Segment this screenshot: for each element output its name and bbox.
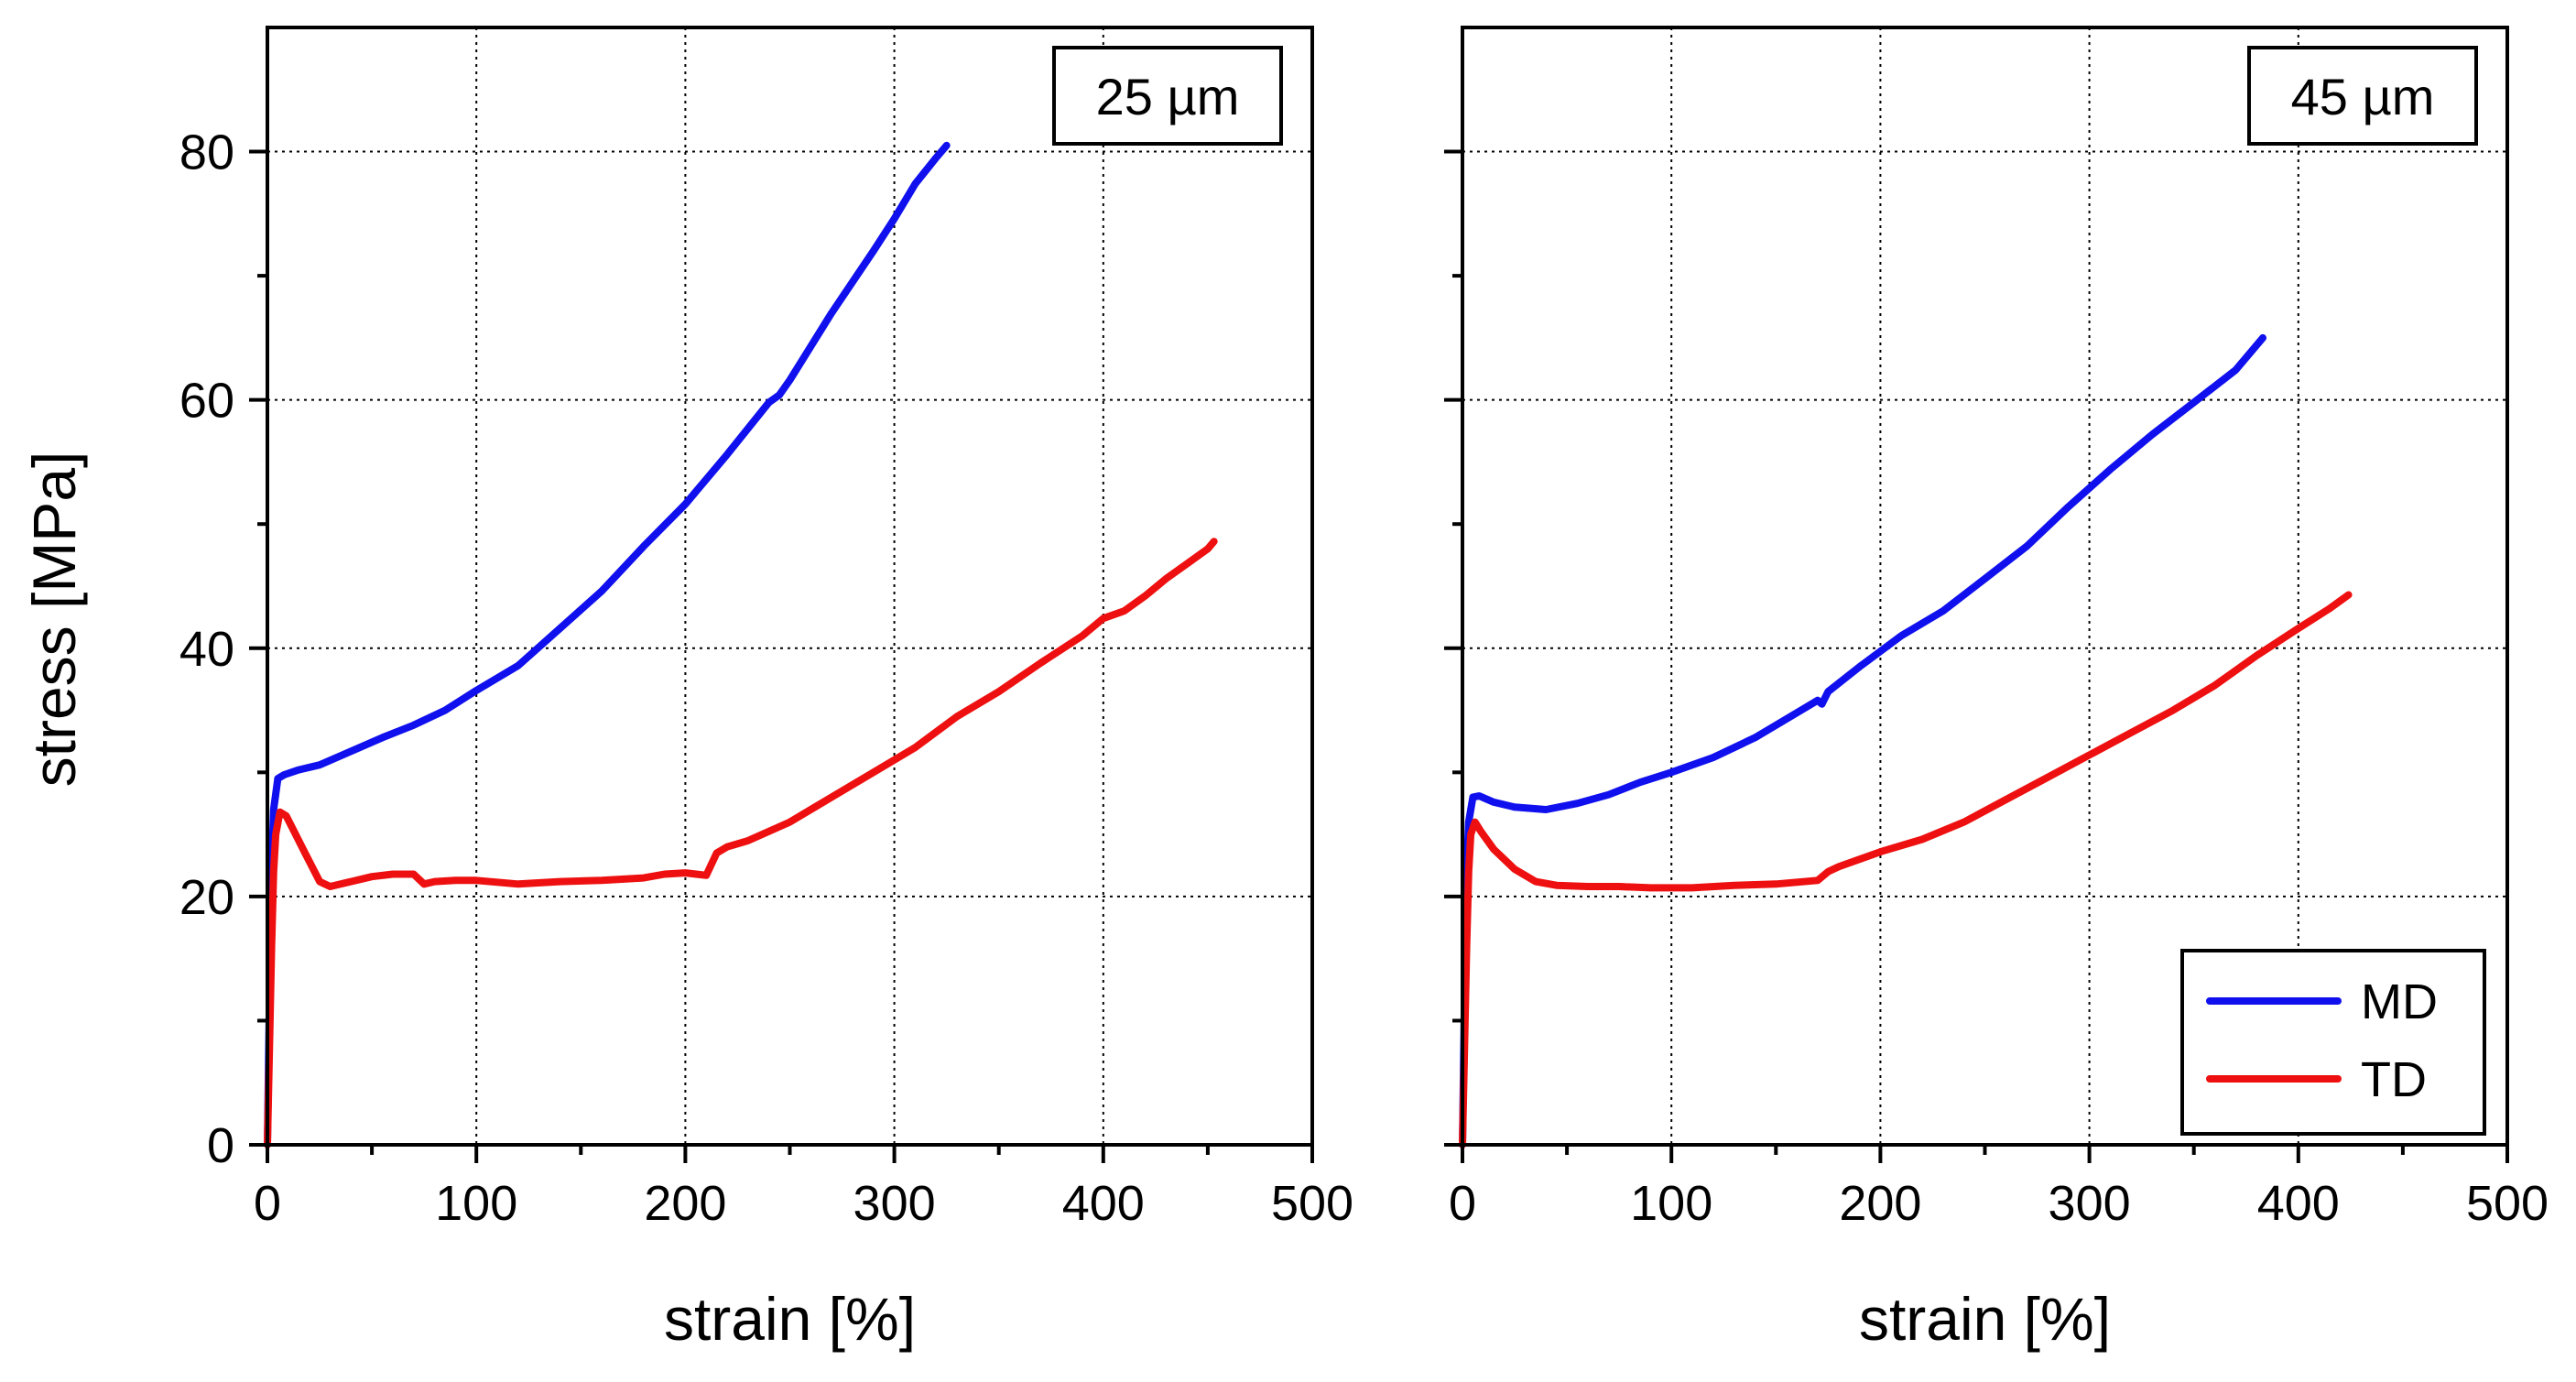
x-tick-label: 200 [644, 1176, 726, 1231]
x-axis-label: strain [%] [664, 1285, 916, 1353]
series-line-md [1459, 333, 2266, 1148]
series-line-td [264, 538, 1218, 1148]
y-axis-label: stress [MPa] [20, 452, 88, 788]
x-axis-label: strain [%] [1859, 1285, 2111, 1353]
x-tick-label: 100 [1630, 1176, 1712, 1231]
y-tick-label: 80 [179, 125, 234, 180]
y-tick-label: 0 [207, 1118, 234, 1173]
series-line-md [264, 141, 951, 1148]
x-tick-label: 400 [1062, 1176, 1145, 1231]
x-tick-label: 500 [2466, 1176, 2549, 1231]
x-tick-label: 500 [1271, 1176, 1353, 1231]
x-tick-label: 200 [1839, 1176, 1921, 1231]
legend-label-td: TD [2361, 1052, 2427, 1107]
panel-tag-label: 45 µm [2291, 68, 2435, 125]
x-tick-label: 400 [2257, 1176, 2340, 1231]
x-tick-label: 300 [853, 1176, 936, 1231]
legend-label-md: MD [2361, 974, 2438, 1029]
chart-panel-25um: 0 100 200 300 400 500 0 20 40 60 80 strain [%] 25 µm [179, 26, 1353, 1353]
panel-tag-label: 25 µm [1096, 68, 1240, 125]
y-tick-label: 20 [179, 870, 234, 925]
x-tick-label: 300 [2049, 1176, 2131, 1231]
y-tick-label: 60 [179, 374, 234, 429]
panel-tag-box [2247, 46, 2478, 146]
chart-panel-45um: 0 100 200 300 400 500 strain [%] 45 µm MD TD [1444, 26, 2549, 1353]
legend-box [2180, 949, 2486, 1136]
x-tick-label: 0 [254, 1176, 281, 1231]
panel-tag-box [1052, 46, 1283, 146]
series-line-td [1459, 591, 2353, 1148]
y-tick-label: 40 [179, 622, 234, 677]
x-tick-label: 0 [1449, 1176, 1476, 1231]
x-tick-label: 100 [435, 1176, 517, 1231]
